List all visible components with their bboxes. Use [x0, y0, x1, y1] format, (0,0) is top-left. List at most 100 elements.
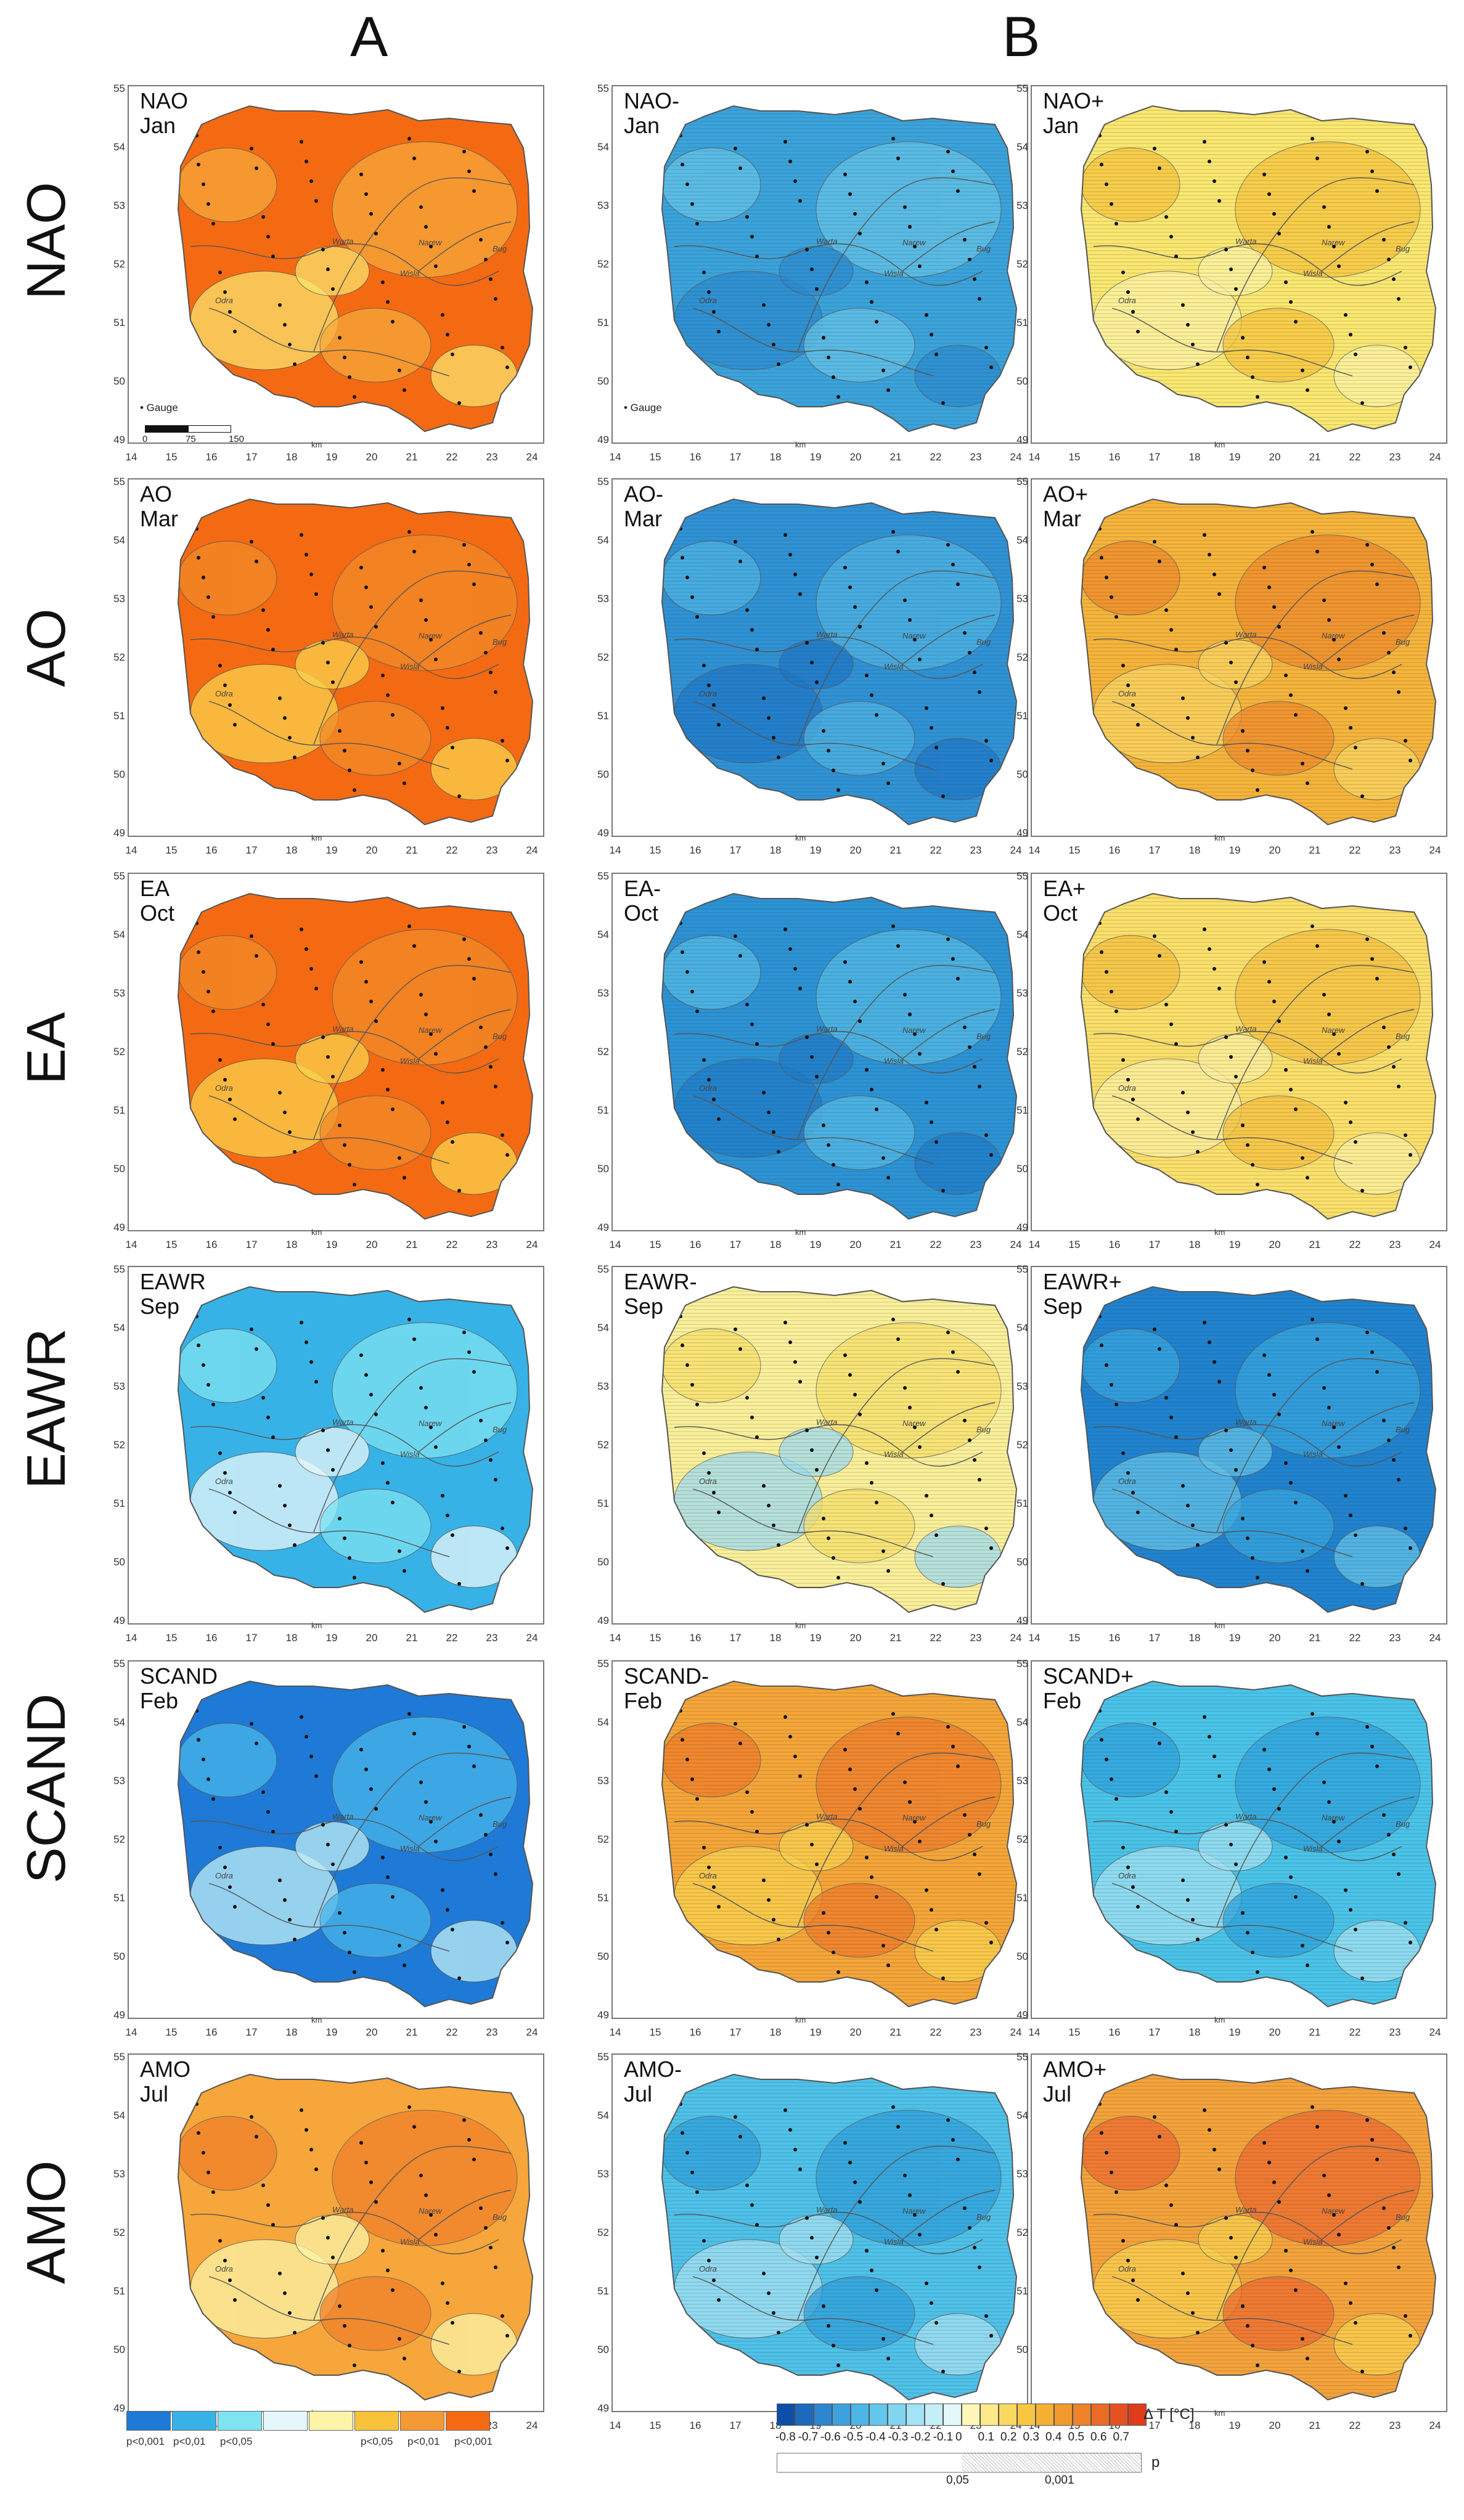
y-tick-label: 49 [113, 2402, 125, 2414]
gauge-point [381, 1461, 385, 1465]
gauge-point [1365, 543, 1369, 547]
river-label: Warta [332, 2205, 354, 2214]
river-label: Warta [1235, 1024, 1257, 1034]
gauge-point [1246, 356, 1249, 359]
panel-title-month: Jan [1043, 113, 1079, 138]
river-label: Bug [1396, 2212, 1410, 2222]
gauge-point [1327, 1406, 1331, 1409]
river-label: Wisla [1303, 1056, 1323, 1066]
gauge-point [767, 1504, 771, 1507]
gauge-point [1241, 336, 1245, 340]
gauge-point [951, 563, 955, 566]
gauge-point [925, 1888, 928, 1892]
y-tick-label: 52 [113, 1046, 125, 1058]
gauge-point [930, 1514, 933, 1517]
x-tick-label: 19 [1229, 2420, 1241, 2431]
gauge-point [233, 1905, 237, 1909]
river-line [674, 2211, 983, 2254]
country-border [1080, 498, 1437, 826]
river-line [797, 1752, 996, 1927]
river-label: Wisla [400, 269, 420, 278]
gauge-point [278, 303, 282, 307]
gauge-point [1229, 661, 1233, 664]
plot-frame: Warta Narew Odra Bug Wisla [128, 85, 544, 444]
gauge-point [681, 163, 684, 166]
gauge-point [381, 280, 385, 284]
gauge-point [1277, 625, 1281, 629]
significance-hatch [1081, 2074, 1436, 2400]
river-line [674, 1030, 983, 1074]
gauge-point [1413, 778, 1417, 782]
gauge-point [1387, 651, 1391, 654]
river-label: Wisla [884, 1450, 904, 1459]
y-tick-label: 55 [113, 870, 125, 882]
gauge-point [994, 2354, 998, 2357]
legend-p-title: p [1151, 2454, 1160, 2471]
gauge-point [734, 540, 737, 544]
gauge-point [1229, 2236, 1233, 2240]
river-label: Odra [215, 689, 233, 698]
x-tick-label: 22 [930, 2026, 942, 2038]
x-tick-label: 21 [889, 2026, 902, 2038]
y-tick-label: 55 [597, 1658, 609, 1670]
y-tick-label: 51 [1016, 2285, 1028, 2297]
y-tick-label: 55 [597, 1263, 609, 1275]
gauge-point [1256, 788, 1259, 792]
gauge-point [211, 1797, 215, 1801]
gauge-point [891, 1318, 895, 1321]
gauge-point [685, 1363, 689, 1367]
gauge-point [1186, 1111, 1190, 1114]
x-tick-label: 24 [1010, 1239, 1022, 1250]
panel-title-index: SCAND [140, 1663, 218, 1689]
scale-bar-label: 0 [142, 434, 148, 444]
gauge-point [1174, 1830, 1178, 1833]
gauge-point [1289, 1481, 1293, 1485]
gauge-point [1289, 300, 1293, 304]
gauge-point [822, 1123, 825, 1127]
gauge-point [1409, 1546, 1412, 1550]
gauge-point [712, 1098, 716, 1101]
gauge-point [359, 1748, 363, 1751]
y-tick-label: 54 [113, 534, 125, 546]
gauge-point [338, 2304, 341, 2308]
y-tick-label: 49 [113, 1221, 125, 1233]
river-label: Bug [493, 637, 507, 646]
x-tick-label: 16 [205, 1239, 218, 1250]
gauge-point [451, 1928, 454, 1931]
x-tick-label: 18 [1188, 844, 1201, 856]
x-tick-label: 22 [930, 1632, 942, 1644]
gauge-point [245, 1186, 248, 1189]
river-line [418, 221, 512, 272]
x-tick-label: 16 [205, 1632, 218, 1644]
river-line [1216, 1752, 1415, 1927]
x-tick-label: 21 [1309, 451, 1321, 463]
gauge-point [984, 1921, 988, 1925]
plot-frame: Warta Narew Odra Bug Wisla [1031, 85, 1447, 444]
panel-title: NAO+ Jan [1043, 89, 1104, 138]
gauge-point [1262, 566, 1266, 569]
gauge-point [951, 169, 955, 173]
x-tick-label: 17 [1148, 2420, 1161, 2431]
gauge-point [1413, 1566, 1417, 1570]
river-line [208, 2276, 450, 2345]
x-unit-label: km [1214, 833, 1225, 842]
contour-region [319, 1095, 431, 1170]
gauge-point [1365, 1331, 1369, 1334]
gauge-point [886, 2357, 890, 2360]
gauge-point [1397, 1085, 1401, 1088]
x-tick-label: 16 [1108, 844, 1121, 856]
gauge-point [1234, 1862, 1238, 1866]
plot-frame: Warta Narew Odra Bug Wisla [1031, 1266, 1447, 1625]
y-tick-label: 51 [113, 710, 125, 722]
gauge-point [407, 1318, 411, 1321]
gauge-point [712, 2278, 716, 2282]
panel-title: SCAND Feb [140, 1664, 218, 1713]
gauge-point [963, 1813, 967, 1817]
gauge-point [1105, 576, 1108, 579]
gauge-point [240, 2347, 243, 2351]
gauge-point [994, 1960, 998, 1964]
gauge-point [1365, 2118, 1369, 2122]
panel-title-month: Jul [1043, 2081, 1072, 2106]
colorbar-segment [925, 2404, 943, 2426]
gauge-point [1392, 1065, 1396, 1069]
